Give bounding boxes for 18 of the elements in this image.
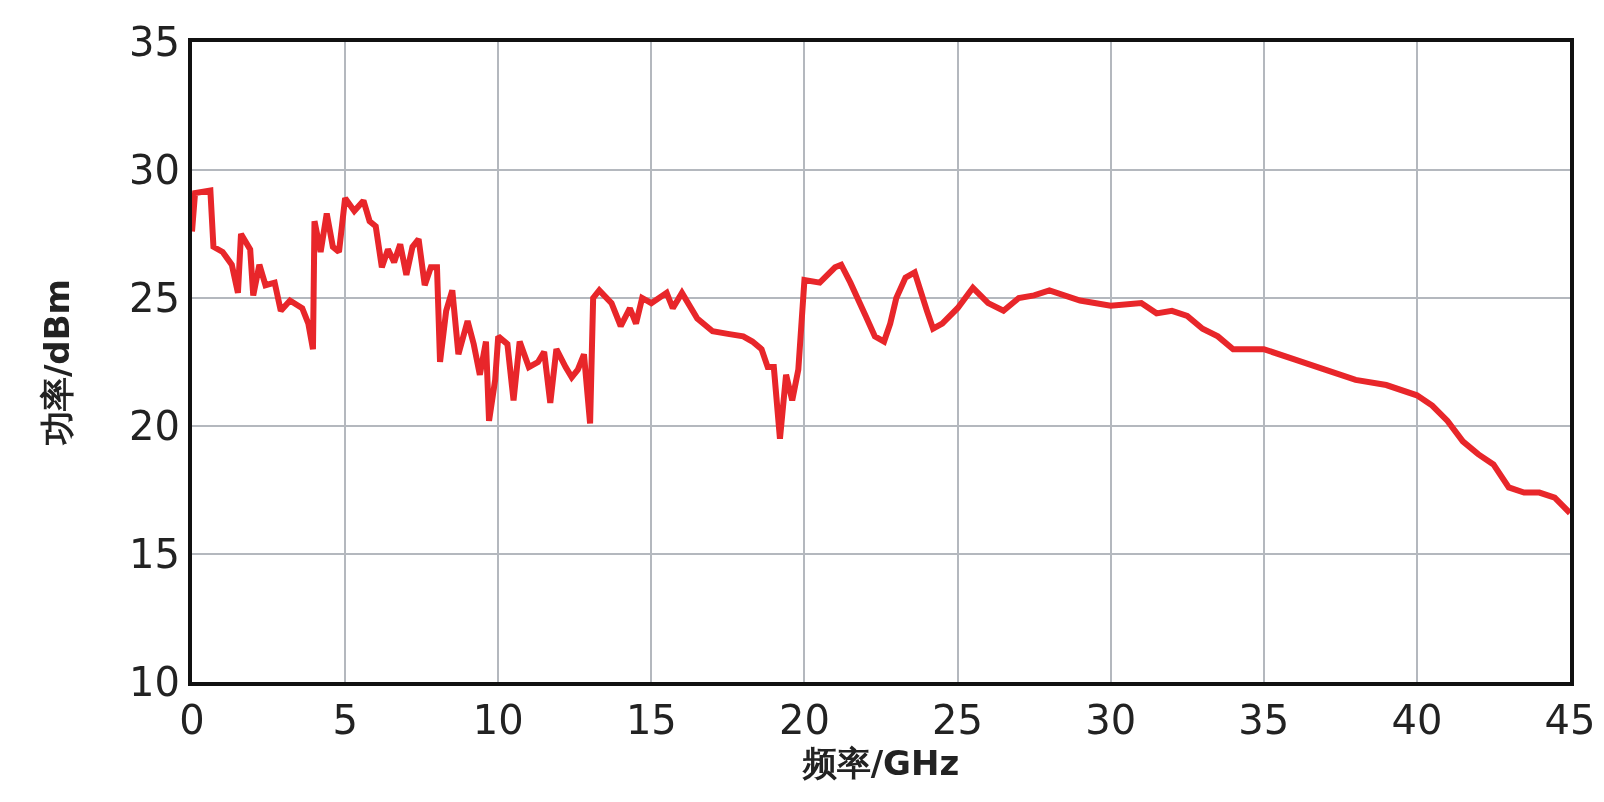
x-tick-label: 10: [472, 697, 524, 743]
y-tick-label: 20: [129, 403, 180, 449]
x-tick-label: 0: [179, 697, 205, 743]
y-tick-label: 10: [129, 659, 180, 705]
x-tick-label: 45: [1544, 697, 1596, 743]
y-tick-label: 35: [129, 19, 180, 65]
x-tick-label: 35: [1238, 697, 1290, 743]
y-tick-label: 15: [129, 531, 180, 577]
x-tick-label: 25: [932, 697, 984, 743]
y-tick-label: 30: [129, 147, 180, 193]
y-axis-title: 功率/dBm: [37, 278, 78, 447]
x-tick-label: 5: [332, 697, 358, 743]
x-tick-label: 20: [778, 697, 830, 743]
x-axis-title: 频率/GHz: [801, 743, 960, 783]
x-tick-label: 30: [1085, 697, 1137, 743]
x-tick-label: 15: [625, 697, 677, 743]
y-tick-label: 25: [129, 275, 180, 321]
x-tick-label: 40: [1391, 697, 1443, 743]
